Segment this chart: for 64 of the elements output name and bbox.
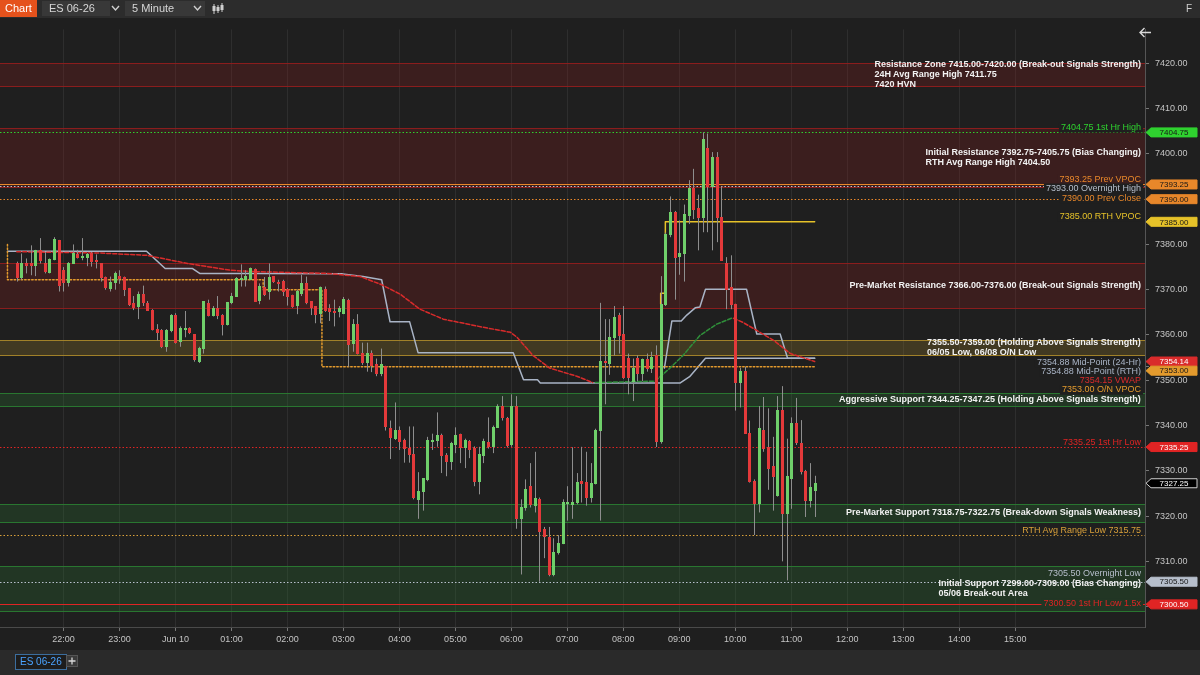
y-tick-label: 7330.00 bbox=[1155, 465, 1188, 476]
x-tick-label: 02:00 bbox=[276, 633, 299, 644]
x-tick-label: 07:00 bbox=[556, 633, 579, 644]
ref-line-label: 7335.25 1st Hr Low bbox=[1062, 436, 1142, 447]
band-label: Initial Resistance 7392.75-7405.75 (Bias Changing) RTH Avg Range High 7404.50 bbox=[925, 146, 1141, 167]
band-label: Resistance Zone 7415.00-7420.00 (Break-out Signals Strength) 24H Avg Range High 7411.75 7420 HVN bbox=[874, 59, 1142, 90]
band-label: Initial Support 7299.00-7309.00 (Bias Changing) 05/06 Break-out Area bbox=[938, 578, 1142, 598]
y-tick-label: 7393.25 bbox=[1159, 180, 1190, 190]
ref-line-label: 7300.50 1st Hr Low 1.5x bbox=[1043, 597, 1142, 608]
y-tick-label: 7300.50 bbox=[1159, 600, 1190, 610]
x-tick-label: 23:00 bbox=[108, 633, 131, 644]
x-tick-label: 03:00 bbox=[332, 633, 355, 644]
y-tick-label: 7335.25 bbox=[1159, 442, 1190, 452]
text: 7354.88 Mid-Point (24-Hr) bbox=[1036, 356, 1141, 367]
y-tick-label: 7350.00 bbox=[1155, 374, 1188, 385]
y-tick-label: 7340.00 bbox=[1155, 420, 1188, 431]
ref-line-label: 7404.75 1st Hr High bbox=[1060, 121, 1141, 132]
chart-title: ES 06-26 bbox=[20, 656, 62, 667]
band-label: Pre-Market Resistance 7366.00-7376.00 (Break-out Signals Strength) bbox=[849, 279, 1141, 290]
x-tick-label: 08:00 bbox=[612, 633, 635, 644]
chart-subtitle: 5 Minute bbox=[125, 1, 205, 16]
x-tick-label: 14:00 bbox=[948, 633, 971, 644]
y-tick-label: 7404.75 bbox=[1159, 128, 1190, 138]
ref-line-label: 7393.00 Overnight High bbox=[1045, 183, 1141, 194]
x-tick-label: 06:00 bbox=[500, 633, 523, 644]
x-tick-label: 01:00 bbox=[220, 633, 243, 644]
y-tick-label: 7420.00 bbox=[1155, 57, 1188, 68]
ref-line-label: RTH Avg Range Low 7315.75 bbox=[1022, 524, 1141, 535]
chart-title: ES 06-26 bbox=[42, 1, 110, 16]
y-tick-label: 7385.00 bbox=[1159, 217, 1190, 227]
y-tick-label: 7354.14 bbox=[1159, 357, 1190, 367]
text: 7354.15 VWAP bbox=[1079, 374, 1141, 385]
band-label: Aggressive Support 7344.25-7347.25 (Holding Above Signals Strength) bbox=[838, 393, 1141, 404]
y-tick-label: 7400.00 bbox=[1155, 148, 1188, 159]
x-tick-label: 09:00 bbox=[668, 633, 691, 644]
y-tick-label: 7353.00 bbox=[1159, 366, 1190, 376]
x-tick-label: 05:00 bbox=[444, 633, 467, 644]
ref-line-label: 7393.25 Prev VPOC bbox=[1059, 173, 1142, 184]
text: Chart bbox=[0, 0, 37, 17]
ref-line-label: 7305.50 Overnight Low bbox=[1047, 568, 1142, 579]
x-tick-label: 22:00 bbox=[52, 633, 75, 644]
x-tick-label: Jun 10 bbox=[161, 633, 189, 644]
x-tick-label: 13:00 bbox=[892, 633, 915, 644]
band-label: 7355.50-7359.00 (Holding Above Signals Strength) 06/05 Low, 06/08 O/N Low bbox=[926, 336, 1141, 357]
x-tick-label: 04:00 bbox=[388, 633, 411, 644]
text: 7354.88 Mid-Point (RTH) bbox=[1041, 365, 1141, 376]
text: 7353.00 O/N VPOC bbox=[1061, 384, 1142, 395]
y-tick-label: 7360.00 bbox=[1155, 329, 1188, 340]
band-label: Pre-Market Support 7318.75-7322.75 (Break-down Signals Weakness) bbox=[846, 507, 1141, 518]
y-tick-label: 7327.25 bbox=[1159, 478, 1190, 488]
text: F bbox=[1185, 2, 1192, 15]
text: 7385.00 RTH VPOC bbox=[1059, 211, 1142, 222]
y-tick-label: 7305.50 bbox=[1159, 577, 1190, 587]
x-tick-label: 10:00 bbox=[724, 633, 747, 644]
y-tick-label: 7410.00 bbox=[1155, 103, 1188, 114]
x-tick-label: 12:00 bbox=[836, 633, 859, 644]
y-tick-label: 7390.00 bbox=[1159, 194, 1190, 204]
y-tick-label: 7380.00 bbox=[1155, 238, 1188, 249]
x-tick-label: 15:00 bbox=[1004, 633, 1027, 644]
x-tick-label: 11:00 bbox=[780, 633, 803, 644]
y-tick-label: 7320.00 bbox=[1155, 510, 1188, 521]
y-tick-label: 7310.00 bbox=[1155, 555, 1188, 566]
ref-line-label: 7390.00 Prev Close bbox=[1061, 192, 1141, 203]
y-tick-label: 7370.00 bbox=[1155, 284, 1188, 295]
